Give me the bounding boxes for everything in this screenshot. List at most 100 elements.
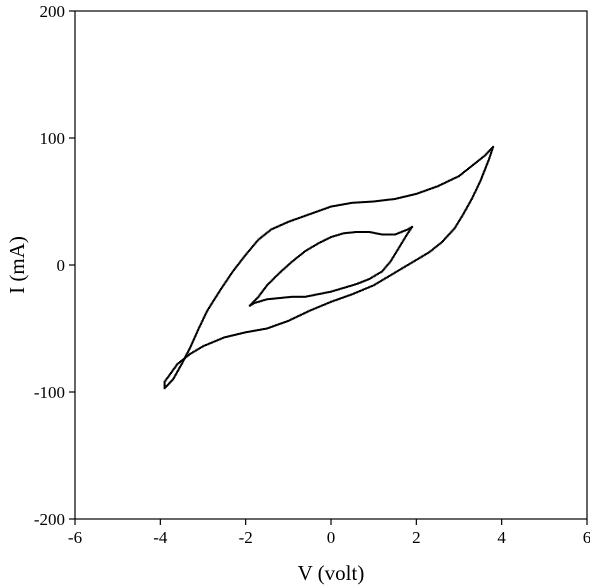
data-point bbox=[285, 265, 288, 268]
x-tick-label: 2 bbox=[412, 528, 421, 547]
data-point bbox=[322, 292, 324, 295]
data-point bbox=[325, 238, 328, 241]
data-point bbox=[269, 229, 271, 232]
data-point bbox=[243, 255, 246, 258]
data-point bbox=[272, 297, 275, 300]
data-point bbox=[180, 360, 183, 362]
data-point bbox=[259, 300, 262, 303]
data-point bbox=[478, 181, 481, 184]
data-point bbox=[212, 300, 215, 303]
data-point bbox=[307, 213, 310, 216]
data-point bbox=[475, 160, 478, 163]
data-point bbox=[409, 194, 412, 197]
data-point bbox=[486, 162, 489, 165]
data-point bbox=[404, 229, 406, 232]
data-point bbox=[491, 149, 494, 152]
data-point bbox=[352, 284, 355, 286]
data-point bbox=[224, 281, 227, 284]
data-point bbox=[195, 333, 198, 336]
data-point bbox=[256, 301, 259, 304]
data-point bbox=[193, 337, 196, 340]
data-point bbox=[349, 285, 352, 287]
data-point bbox=[410, 227, 413, 230]
data-point bbox=[368, 286, 371, 289]
data-point bbox=[372, 200, 375, 203]
data-point bbox=[275, 297, 278, 300]
data-point bbox=[456, 223, 459, 225]
data-point bbox=[182, 360, 185, 363]
data-point bbox=[418, 191, 421, 194]
data-point bbox=[447, 234, 450, 237]
data-point bbox=[475, 187, 478, 190]
data-point bbox=[234, 266, 237, 269]
data-point bbox=[330, 300, 332, 303]
data-point bbox=[178, 367, 181, 370]
data-point bbox=[325, 291, 328, 294]
data-point bbox=[321, 240, 324, 243]
data-point bbox=[342, 203, 345, 206]
data-point bbox=[428, 251, 431, 254]
data-point bbox=[295, 315, 298, 318]
data-point bbox=[163, 380, 166, 383]
data-point bbox=[261, 235, 264, 238]
data-point bbox=[388, 275, 391, 277]
data-point bbox=[412, 260, 415, 263]
data-point bbox=[284, 266, 287, 269]
data-point bbox=[274, 297, 276, 300]
data-point bbox=[288, 220, 291, 223]
data-point bbox=[372, 275, 375, 278]
data-point bbox=[385, 265, 388, 268]
data-point bbox=[345, 202, 348, 205]
data-point bbox=[384, 199, 387, 202]
data-point bbox=[378, 272, 381, 274]
data-point bbox=[193, 350, 196, 353]
data-point bbox=[443, 238, 446, 241]
data-point bbox=[260, 236, 262, 239]
data-point bbox=[401, 196, 404, 199]
data-point bbox=[164, 379, 167, 382]
data-point bbox=[327, 206, 329, 209]
data-point bbox=[458, 218, 461, 221]
data-point bbox=[301, 215, 303, 218]
data-point bbox=[309, 294, 312, 297]
data-point bbox=[209, 304, 212, 307]
data-point bbox=[278, 323, 281, 326]
data-point bbox=[371, 231, 374, 234]
data-point bbox=[186, 352, 189, 355]
data-point bbox=[346, 231, 348, 234]
data-point bbox=[301, 252, 304, 255]
data-point bbox=[333, 235, 336, 238]
data-point bbox=[242, 256, 245, 259]
data-point bbox=[163, 387, 166, 390]
data-point bbox=[285, 221, 288, 224]
data-point bbox=[452, 177, 455, 180]
data-point bbox=[449, 179, 452, 182]
data-point bbox=[337, 204, 340, 207]
data-point bbox=[315, 293, 318, 296]
data-point bbox=[409, 262, 412, 265]
data-point bbox=[384, 277, 386, 280]
data-point bbox=[454, 225, 457, 228]
data-point bbox=[482, 171, 485, 174]
data-point bbox=[318, 292, 321, 295]
data-point bbox=[486, 151, 489, 154]
data-point bbox=[440, 183, 443, 186]
data-point bbox=[402, 230, 405, 233]
data-point bbox=[485, 152, 488, 155]
data-point bbox=[252, 301, 255, 304]
data-point bbox=[316, 210, 319, 213]
data-point bbox=[301, 295, 304, 298]
data-point bbox=[479, 178, 482, 181]
data-point bbox=[237, 262, 240, 265]
data-point bbox=[253, 300, 256, 303]
data-point bbox=[395, 250, 398, 253]
data-point bbox=[254, 242, 257, 245]
data-point bbox=[430, 187, 433, 190]
data-point bbox=[331, 300, 334, 303]
data-point bbox=[386, 233, 388, 236]
data-point bbox=[277, 272, 280, 275]
data-point bbox=[215, 339, 218, 342]
data-point bbox=[459, 174, 462, 177]
data-point bbox=[455, 176, 458, 179]
